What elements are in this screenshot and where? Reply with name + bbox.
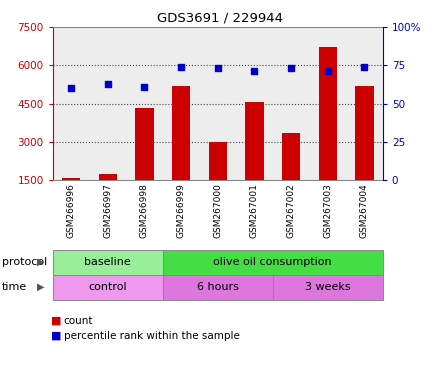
Point xyxy=(288,65,295,71)
Bar xyxy=(136,108,154,219)
Text: GDS3691 / 229944: GDS3691 / 229944 xyxy=(157,12,283,25)
Bar xyxy=(172,86,191,219)
Bar xyxy=(319,47,337,219)
Text: ▶: ▶ xyxy=(37,257,45,267)
Text: percentile rank within the sample: percentile rank within the sample xyxy=(64,331,240,341)
Bar xyxy=(356,86,374,219)
Point xyxy=(214,65,221,71)
Text: control: control xyxy=(88,282,127,292)
Text: 6 hours: 6 hours xyxy=(197,282,239,292)
Text: olive oil consumption: olive oil consumption xyxy=(213,257,332,267)
Text: ▶: ▶ xyxy=(37,282,45,292)
Bar xyxy=(53,27,89,180)
Text: time: time xyxy=(2,282,27,292)
Bar xyxy=(126,27,163,180)
Text: ■: ■ xyxy=(51,316,61,326)
Text: 3 weeks: 3 weeks xyxy=(305,282,351,292)
Bar xyxy=(163,27,199,180)
Point xyxy=(68,85,75,91)
Point xyxy=(361,64,368,70)
Bar xyxy=(246,103,264,219)
Text: protocol: protocol xyxy=(2,257,48,267)
Bar xyxy=(99,174,117,219)
Point xyxy=(104,81,111,87)
Text: ■: ■ xyxy=(51,331,61,341)
Bar xyxy=(346,27,383,180)
Bar xyxy=(273,27,309,180)
Bar xyxy=(282,133,300,219)
Point xyxy=(178,64,185,70)
Bar xyxy=(309,27,346,180)
Point xyxy=(251,68,258,74)
Bar xyxy=(209,142,227,219)
Text: count: count xyxy=(64,316,93,326)
Bar xyxy=(236,27,273,180)
Bar xyxy=(62,179,81,219)
Bar xyxy=(89,27,126,180)
Bar xyxy=(199,27,236,180)
Point xyxy=(141,84,148,90)
Point xyxy=(324,68,331,74)
Text: baseline: baseline xyxy=(84,257,131,267)
